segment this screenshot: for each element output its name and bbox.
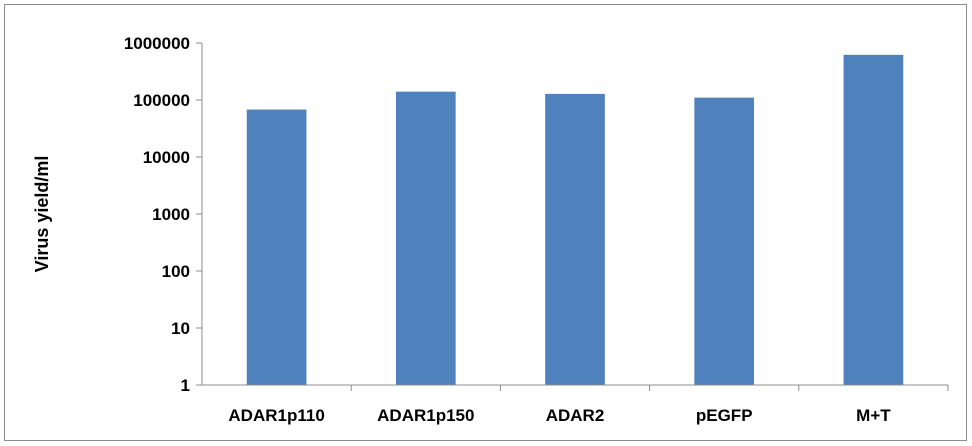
y-tick-label: 10: [171, 319, 190, 338]
y-tick-label: 1: [181, 376, 190, 395]
x-tick-label: M+T: [856, 406, 891, 425]
x-axis-ticks: ADAR1p110 ADAR1p150 ADAR2 pEGFP M+T: [228, 385, 949, 425]
bar-adar2: [545, 93, 605, 385]
bar-m-t: [843, 54, 904, 385]
y-tick-label: 100000: [133, 91, 190, 110]
x-tick-label: ADAR1p110: [228, 406, 324, 425]
y-tick-label: 1000: [152, 205, 190, 224]
bar-adar1p150: [395, 91, 456, 385]
chart-frame: [4, 4, 967, 441]
x-tick-label: ADAR2: [546, 406, 605, 425]
y-tick-label: 1000000: [124, 34, 190, 53]
y-tick-label: 100: [162, 262, 190, 281]
y-tick-label: 10000: [143, 148, 190, 167]
bar-adar1p110: [246, 109, 307, 385]
y-axis-ticks: 1 10 100 1000 10000 100000 1000000: [124, 34, 202, 395]
y-axis-title: Virus yield/ml: [32, 156, 52, 273]
x-tick-label: pEGFP: [696, 406, 753, 425]
x-tick-label: ADAR1p150: [377, 406, 474, 425]
bar-pegfp: [694, 97, 755, 385]
bars: [246, 54, 904, 385]
